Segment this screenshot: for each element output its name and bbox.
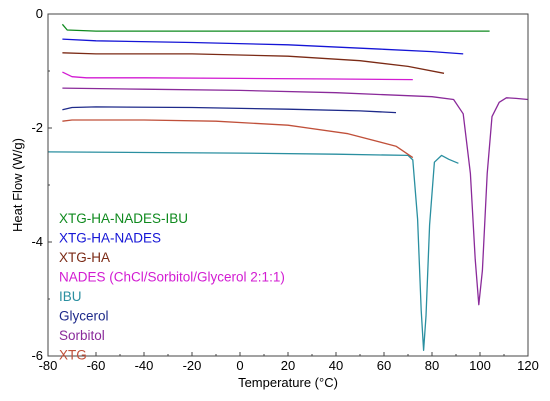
legend-entry: NADES (ChCl/Sorbitol/Glycerol 2:1:1) <box>59 270 285 285</box>
x-tick-label: 0 <box>236 358 243 373</box>
legend: XTG-HA-NADES-IBU XTG-HA-NADES XTG-HA NADES … <box>59 211 285 363</box>
series-line-6 <box>62 87 529 306</box>
x-tick-label: -40 <box>135 358 154 373</box>
x-tick-label: 60 <box>377 358 391 373</box>
legend-entry: Sorbitol <box>59 328 105 343</box>
x-axis: -80 -60 -40 -20 0 20 40 60 80 100 120 <box>39 352 539 373</box>
x-tick-label: 40 <box>329 358 343 373</box>
y-tick-label: -2 <box>31 120 43 135</box>
x-tick-label: 20 <box>281 358 295 373</box>
series-line-5 <box>62 106 397 114</box>
series-line-4 <box>47 151 459 351</box>
plot-lines <box>47 23 529 351</box>
y-tick-label: -6 <box>31 348 43 363</box>
series-line-3 <box>62 71 413 81</box>
series-line-2 <box>62 52 445 74</box>
x-tick-label: -20 <box>183 358 202 373</box>
legend-entry: IBU <box>59 289 82 304</box>
plot-frame <box>47 13 529 357</box>
series-line-1 <box>62 38 464 55</box>
x-tick-label: -80 <box>39 358 58 373</box>
x-tick-label: 120 <box>517 358 539 373</box>
x-tick-label: 100 <box>469 358 491 373</box>
legend-entry: XTG <box>59 348 87 363</box>
legend-entry: XTG-HA-NADES-IBU <box>59 211 188 226</box>
x-tick-label: 80 <box>425 358 439 373</box>
x-tick-label: -60 <box>87 358 106 373</box>
legend-entry: XTG-HA <box>59 250 110 265</box>
series-line-7 <box>62 119 414 159</box>
x-axis-title: Temperature (°C) <box>238 375 338 390</box>
y-tick-label: -4 <box>31 234 43 249</box>
y-axis: 0 -2 -4 -6 <box>31 6 52 363</box>
series-line-0 <box>61 23 490 32</box>
legend-entry: XTG-HA-NADES <box>59 231 161 246</box>
legend-entry: Glycerol <box>59 309 109 324</box>
y-tick-label: 0 <box>36 6 43 21</box>
y-axis-title: Heat Flow (W/g) <box>10 138 25 232</box>
